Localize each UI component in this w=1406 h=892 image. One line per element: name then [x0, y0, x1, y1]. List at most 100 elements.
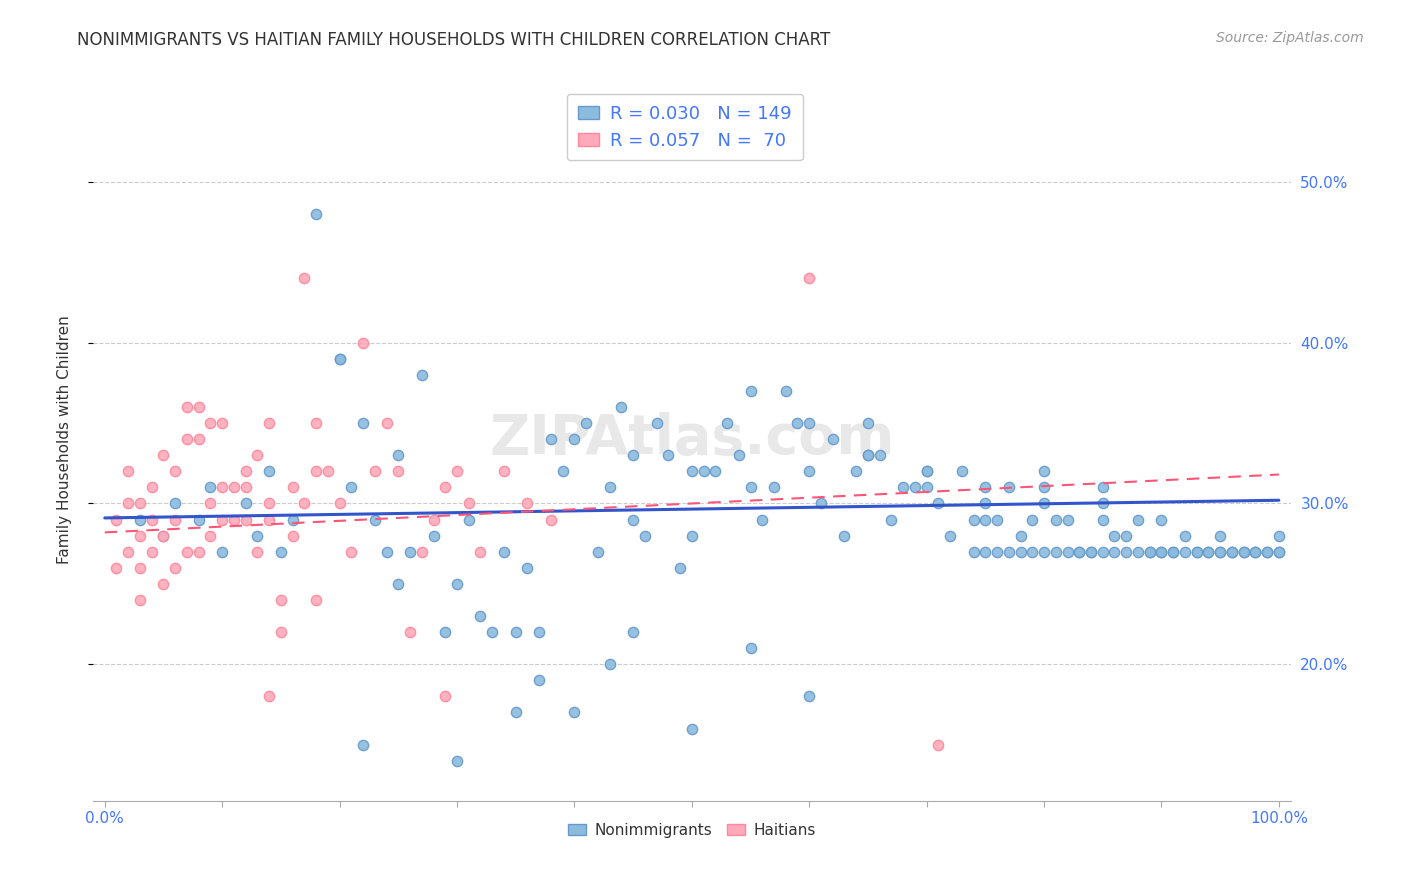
Point [775, 384, 797, 398]
Point [540, 432, 562, 446]
Point [117, 544, 139, 558]
Point [165, 512, 187, 526]
Point [516, 496, 538, 510]
Point [1045, 512, 1067, 526]
Point [1010, 544, 1032, 558]
Point [1220, 544, 1243, 558]
Point [740, 384, 762, 398]
Point [235, 464, 257, 478]
Legend: Nonimmigrants, Haitians: Nonimmigrants, Haitians [562, 817, 821, 844]
Point [152, 448, 174, 462]
Point [1126, 544, 1149, 558]
Point [281, 512, 304, 526]
Point [950, 464, 973, 478]
Point [1220, 544, 1243, 558]
Point [540, 512, 562, 526]
Point [387, 577, 409, 591]
Point [505, 706, 527, 720]
Point [1115, 528, 1137, 542]
Point [869, 448, 891, 462]
Point [305, 207, 328, 221]
Y-axis label: Family Households with Children: Family Households with Children [58, 315, 72, 564]
Point [387, 464, 409, 478]
Point [1056, 544, 1078, 558]
Point [645, 416, 668, 430]
Point [621, 625, 644, 640]
Point [1091, 496, 1114, 510]
Point [422, 512, 444, 526]
Point [998, 544, 1021, 558]
Point [681, 464, 703, 478]
Point [165, 496, 187, 510]
Point [399, 544, 422, 558]
Point [799, 416, 821, 430]
Point [352, 738, 374, 752]
Point [305, 416, 328, 430]
Point [187, 400, 209, 414]
Point [1209, 528, 1232, 542]
Point [152, 528, 174, 542]
Point [1045, 544, 1067, 558]
Point [257, 512, 280, 526]
Point [129, 593, 152, 607]
Point [856, 448, 879, 462]
Point [141, 512, 163, 526]
Point [165, 561, 187, 575]
Point [246, 544, 269, 558]
Point [222, 512, 245, 526]
Point [129, 528, 152, 542]
Point [586, 544, 609, 558]
Point [610, 400, 633, 414]
Point [352, 416, 374, 430]
Point [1174, 544, 1197, 558]
Point [434, 480, 457, 494]
Point [200, 480, 222, 494]
Point [740, 641, 762, 656]
Point [1268, 544, 1291, 558]
Point [1185, 544, 1208, 558]
Point [575, 416, 598, 430]
Point [364, 512, 387, 526]
Point [1244, 544, 1267, 558]
Point [176, 432, 198, 446]
Point [1080, 544, 1102, 558]
Point [621, 448, 644, 462]
Point [235, 496, 257, 510]
Point [211, 544, 233, 558]
Point [187, 544, 209, 558]
Point [211, 416, 233, 430]
Point [681, 528, 703, 542]
Point [1080, 544, 1102, 558]
Point [974, 480, 997, 494]
Point [434, 625, 457, 640]
Point [1233, 544, 1256, 558]
Point [786, 416, 808, 430]
Point [141, 544, 163, 558]
Point [141, 480, 163, 494]
Point [1233, 544, 1256, 558]
Point [1268, 544, 1291, 558]
Point [962, 512, 984, 526]
Text: ZIPAtlas.com: ZIPAtlas.com [489, 412, 894, 467]
Point [986, 544, 1008, 558]
Point [1021, 512, 1043, 526]
Point [105, 561, 128, 575]
Point [1150, 544, 1173, 558]
Point [516, 561, 538, 575]
Point [399, 625, 422, 640]
Point [634, 528, 657, 542]
Point [117, 464, 139, 478]
Point [856, 448, 879, 462]
Point [165, 464, 187, 478]
Point [492, 464, 515, 478]
Point [799, 464, 821, 478]
Point [411, 544, 433, 558]
Point [211, 512, 233, 526]
Point [305, 593, 328, 607]
Point [387, 448, 409, 462]
Point [340, 480, 363, 494]
Point [939, 528, 962, 542]
Point [799, 271, 821, 285]
Point [270, 544, 292, 558]
Point [1021, 544, 1043, 558]
